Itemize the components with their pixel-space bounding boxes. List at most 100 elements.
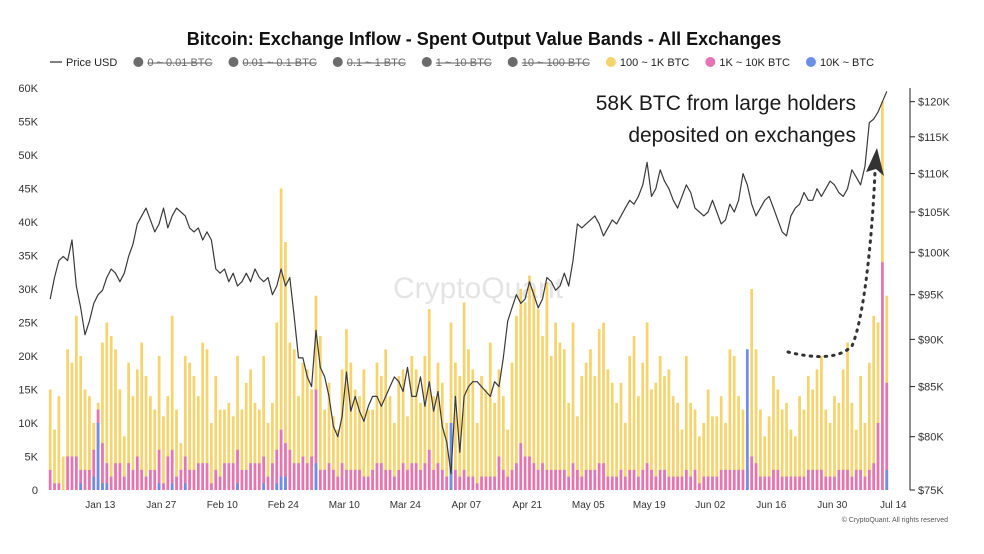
legend-dot-swatch xyxy=(705,57,716,67)
bar-1k-10k xyxy=(236,449,239,490)
bar-100-1k xyxy=(406,416,409,490)
y-left-tick-label: 35K xyxy=(18,251,38,263)
bar-1k-10k xyxy=(179,469,183,490)
x-tick-label: Mar 10 xyxy=(329,500,361,511)
bar-100-1k xyxy=(719,396,723,490)
bar-1k-10k xyxy=(157,449,161,490)
bar-10k-plus xyxy=(885,469,889,490)
y-left-tick-label: 60K xyxy=(18,83,38,95)
bar-1k-10k xyxy=(201,463,205,490)
bar-100-1k xyxy=(183,356,187,490)
bar-1k-10k xyxy=(279,429,283,490)
bar-100-1k xyxy=(850,402,854,490)
bar-100-1k xyxy=(493,402,496,490)
bar-1k-10k xyxy=(606,476,610,490)
bar-100-1k xyxy=(824,409,828,490)
legend-item-7[interactable]: 1K ~ 10K BTC xyxy=(705,57,790,69)
bar-1k-10k xyxy=(288,449,292,490)
bar-100-1k xyxy=(179,443,183,490)
bar-100-1k xyxy=(854,429,858,490)
bar-100-1k xyxy=(580,376,584,490)
bar-10k-plus xyxy=(236,483,239,490)
bar-1k-10k xyxy=(728,469,732,490)
bar-1k-10k xyxy=(793,476,797,490)
x-tick-label: Jun 16 xyxy=(756,500,786,511)
bar-1k-10k xyxy=(257,463,261,490)
bar-1k-10k xyxy=(645,463,649,490)
bar-100-1k xyxy=(767,416,771,490)
bar-1k-10k xyxy=(767,476,771,490)
bar-100-1k xyxy=(471,369,475,490)
bar-100-1k xyxy=(763,436,767,490)
bar-100-1k xyxy=(88,396,91,490)
bar-1k-10k xyxy=(440,469,444,490)
y-left-tick-label: 5K xyxy=(25,452,39,464)
bar-1k-10k xyxy=(74,456,78,490)
bar-100-1k xyxy=(366,409,370,490)
legend-dot-swatch xyxy=(133,57,144,67)
bar-1k-10k xyxy=(837,469,841,490)
bar-1k-10k xyxy=(432,469,435,490)
bar-1k-10k xyxy=(615,476,618,490)
bar-100-1k xyxy=(676,402,679,490)
bar-100-1k xyxy=(275,322,279,490)
legend-item-2[interactable]: 0.01 ~ 0.1 BTC xyxy=(228,57,317,69)
bar-10k-plus xyxy=(170,483,174,490)
bar-1k-10k xyxy=(702,476,706,490)
bar-1k-10k xyxy=(619,469,623,490)
y-left-tick-label: 30K xyxy=(18,284,38,296)
bar-100-1k xyxy=(423,356,427,490)
bar-1k-10k xyxy=(820,469,823,490)
legend-item-4[interactable]: 1 ~ 10 BTC xyxy=(421,57,492,69)
bar-100-1k xyxy=(271,402,274,490)
bar-100-1k xyxy=(562,349,566,490)
bar-100-1k xyxy=(663,376,666,490)
bar-100-1k xyxy=(127,362,130,490)
bar-1k-10k xyxy=(528,456,531,490)
bar-1k-10k xyxy=(881,262,884,490)
bar-1k-10k xyxy=(122,476,126,490)
bar-1k-10k xyxy=(170,449,174,490)
bar-1k-10k xyxy=(149,469,152,490)
bar-1k-10k xyxy=(101,443,104,490)
bar-100-1k xyxy=(698,436,701,490)
legend-item-1[interactable]: 0 ~ 0.01 BTC xyxy=(133,57,213,69)
x-tick-label: May 19 xyxy=(633,500,666,511)
bar-100-1k xyxy=(506,429,510,490)
bar-1k-10k xyxy=(750,456,754,490)
bar-10k-plus xyxy=(275,483,279,490)
bar-100-1k xyxy=(689,402,693,490)
bar-1k-10k xyxy=(253,463,257,490)
bar-1k-10k xyxy=(53,483,56,490)
y-left-tick-label: 20K xyxy=(18,351,38,363)
legend-item-3[interactable]: 0.1 ~ 1 BTC xyxy=(332,57,406,69)
bar-layer xyxy=(48,101,889,491)
bar-1k-10k xyxy=(549,469,553,490)
bar-1k-10k xyxy=(654,476,658,490)
x-tick-label: Jun 30 xyxy=(817,500,847,511)
bar-1k-10k xyxy=(584,469,588,490)
bar-100-1k xyxy=(737,396,740,490)
bar-100-1k xyxy=(57,396,61,490)
bar-100-1k xyxy=(201,342,205,490)
bar-1k-10k xyxy=(558,469,562,490)
legend-item-0[interactable]: Price USD xyxy=(50,57,117,69)
bar-1k-10k xyxy=(127,463,130,490)
bar-100-1k xyxy=(567,402,571,490)
legend-item-6[interactable]: 100 ~ 1K BTC xyxy=(605,57,689,69)
bar-1k-10k xyxy=(105,463,109,490)
bar-100-1k xyxy=(750,289,754,490)
bar-1k-10k xyxy=(471,476,475,490)
legend-item-8[interactable]: 10K ~ BTC xyxy=(805,57,874,69)
bar-10k-plus xyxy=(92,476,96,490)
bar-100-1k xyxy=(257,409,261,490)
bar-100-1k xyxy=(240,409,244,490)
bar-1k-10k xyxy=(336,476,340,490)
legend-item-5[interactable]: 10 ~ 100 BTC xyxy=(507,57,590,69)
legend-label: 10K ~ BTC xyxy=(820,57,874,69)
bar-100-1k xyxy=(236,356,239,490)
bar-1k-10k xyxy=(536,469,540,490)
y-right-tick-label: $110K xyxy=(918,169,950,181)
bar-1k-10k xyxy=(806,469,810,490)
